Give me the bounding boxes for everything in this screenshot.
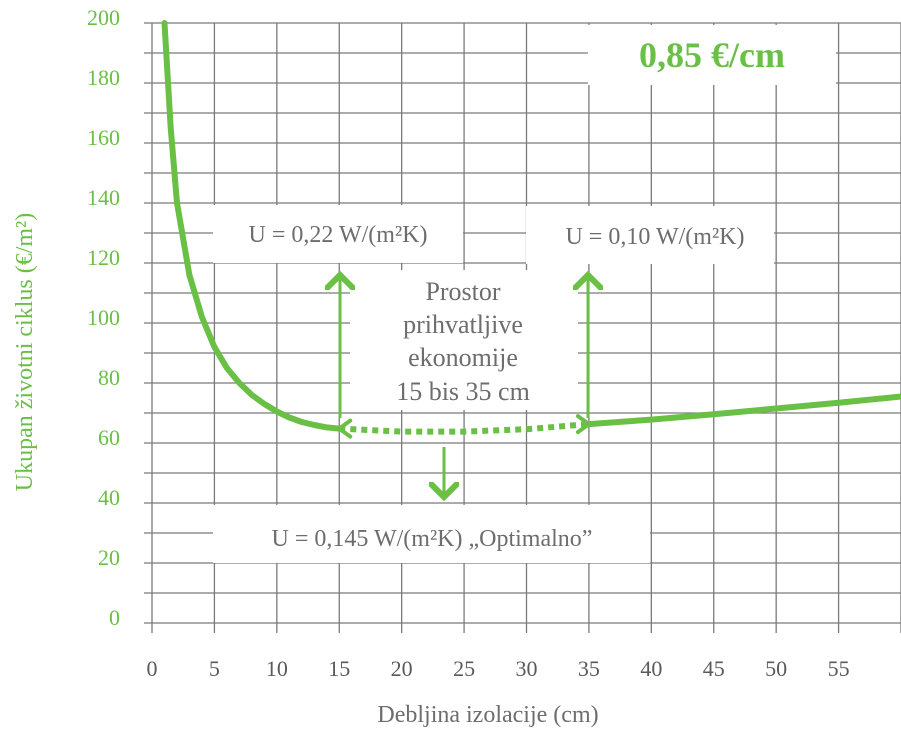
y-tick-label: 120 <box>87 245 120 270</box>
x-tick-label: 30 <box>516 656 538 681</box>
x-tick-label: 25 <box>453 656 475 681</box>
range-line-1: Prostor <box>425 277 500 306</box>
y-tick-label: 40 <box>98 485 120 510</box>
x-tick-label: 5 <box>209 656 220 681</box>
x-tick-label: 40 <box>640 656 662 681</box>
x-axis-ticks: 0 5 10 15 20 25 30 35 40 45 50 55 <box>147 656 850 681</box>
optimal-range-curve <box>339 421 590 435</box>
y-tick-label: 140 <box>87 185 120 210</box>
y-tick-label: 200 <box>87 5 120 30</box>
price-box <box>588 25 836 85</box>
y-tick-label: 80 <box>98 365 120 390</box>
series-curve <box>161 20 901 439</box>
u-optimal-label: U = 0,145 W/(m²K) „Optimalno” <box>272 526 593 552</box>
y-tick-label: 20 <box>98 545 120 570</box>
range-arrowhead <box>575 414 591 435</box>
u-left-box <box>213 205 463 263</box>
x-tick-label: 55 <box>828 656 850 681</box>
y-tick-label: 0 <box>109 605 120 630</box>
u-left-label: U = 0,22 W/(m²K) <box>249 222 428 248</box>
cost-curve <box>585 393 901 428</box>
u-right-label: U = 0,10 W/(m²K) <box>566 224 745 250</box>
y-tick-label: 180 <box>87 65 120 90</box>
range-arrowhead <box>337 418 353 439</box>
y-axis-ticks: 0 20 40 60 80 100 120 140 160 180 200 <box>87 5 120 630</box>
range-text-box <box>350 270 578 410</box>
grid <box>144 22 901 633</box>
x-tick-label: 45 <box>703 656 725 681</box>
y-axis-label: Ukupan životni ciklus (€/m²) <box>12 213 38 491</box>
y-tick-label: 60 <box>98 425 120 450</box>
x-tick-label: 35 <box>578 656 600 681</box>
y-tick-label: 160 <box>87 125 120 150</box>
x-axis-label: Debljina izolacije (cm) <box>377 702 598 728</box>
range-line-4: 15 bis 35 cm <box>396 377 530 406</box>
u-optimal-box <box>213 505 650 563</box>
range-line-2: prihvatljive <box>403 310 523 339</box>
x-tick-label: 15 <box>328 656 350 681</box>
u-right-box <box>526 206 774 264</box>
x-tick-label: 0 <box>147 656 158 681</box>
x-tick-label: 20 <box>391 656 413 681</box>
price-label: 0,85 €/cm <box>639 35 785 75</box>
cost-curve <box>161 20 343 432</box>
x-tick-label: 10 <box>266 656 288 681</box>
range-line-3: ekonomije <box>408 343 518 372</box>
x-tick-label: 50 <box>765 656 787 681</box>
y-tick-label: 100 <box>87 305 120 330</box>
